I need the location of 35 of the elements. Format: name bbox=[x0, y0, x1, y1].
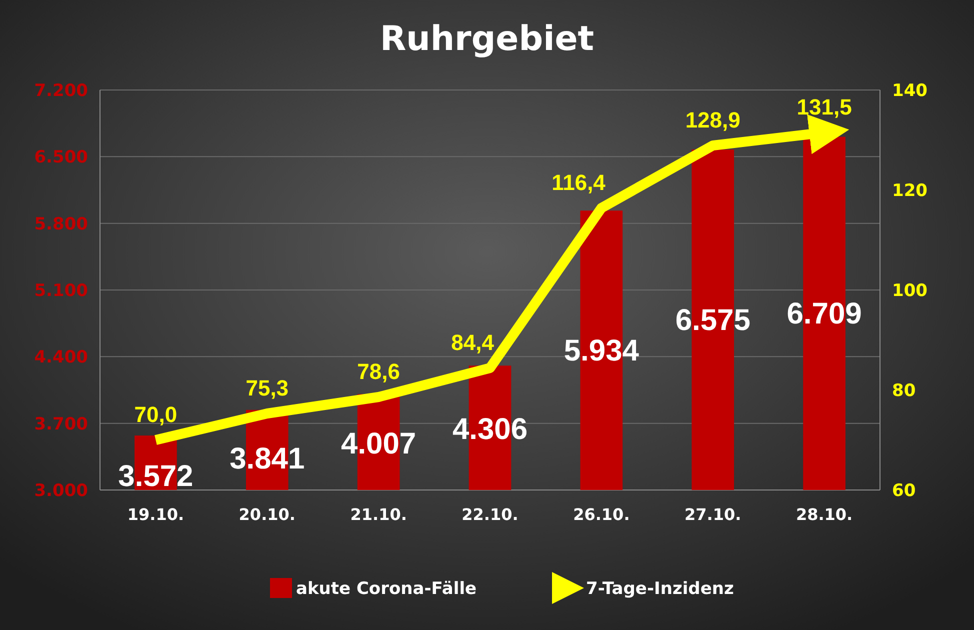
data-label: 131,5 bbox=[796, 94, 852, 120]
y2-tick-label: 120 bbox=[892, 181, 928, 201]
x-tick-label: 19.10. bbox=[127, 505, 184, 524]
y-tick-label: 5.800 bbox=[34, 214, 88, 234]
x-tick-label: 27.10. bbox=[684, 505, 742, 524]
y2-tick-label: 60 bbox=[892, 481, 916, 501]
data-label: 84,4 bbox=[451, 330, 495, 355]
data-label: 4.306 bbox=[452, 413, 528, 446]
x-tick-label: 22.10. bbox=[462, 505, 518, 524]
x-tick-label: 21.10. bbox=[350, 505, 407, 524]
data-label: 6.575 bbox=[675, 304, 750, 337]
chart-title: Ruhrgebiet bbox=[380, 19, 594, 59]
data-label: 116,4 bbox=[552, 170, 606, 195]
x-tick-label: 20.10. bbox=[238, 505, 296, 524]
data-label: 75,3 bbox=[246, 376, 289, 400]
y-tick-label: 5.100 bbox=[34, 281, 88, 301]
y-tick-label: 7.200 bbox=[34, 81, 88, 101]
x-tick-label: 26.10. bbox=[573, 505, 630, 524]
x-tick-label: 28.10. bbox=[796, 505, 853, 524]
y2-tick-label: 80 bbox=[892, 381, 916, 401]
data-label: 70,0 bbox=[134, 402, 178, 427]
legend-label: 7-Tage-Inzidenz bbox=[586, 579, 734, 599]
legend-label: akute Corona-Fälle bbox=[296, 579, 477, 599]
y-tick-label: 4.400 bbox=[34, 348, 88, 368]
y2-tick-label: 140 bbox=[892, 81, 928, 101]
y-tick-label: 3.000 bbox=[34, 481, 88, 501]
data-label: 78,6 bbox=[357, 359, 400, 384]
y2-tick-label: 100 bbox=[892, 281, 928, 301]
data-label: 128,9 bbox=[685, 108, 740, 132]
data-label: 3.841 bbox=[230, 442, 305, 476]
data-label: 6.709 bbox=[786, 297, 862, 330]
y-tick-label: 3.700 bbox=[34, 414, 88, 434]
y-tick-label: 6.500 bbox=[34, 148, 88, 168]
data-label: 4.007 bbox=[341, 428, 416, 460]
data-label: 5.934 bbox=[564, 334, 640, 368]
